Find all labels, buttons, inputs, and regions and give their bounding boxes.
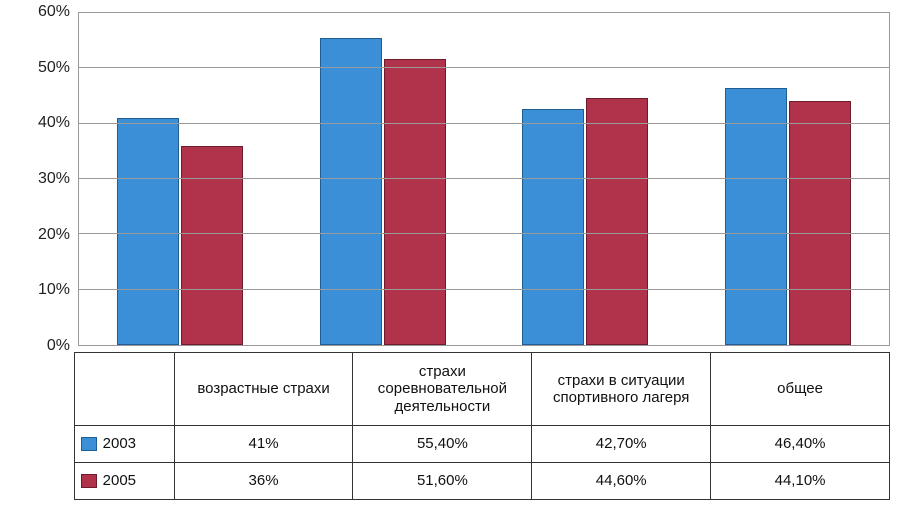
bar [522, 109, 584, 345]
data-cell: 44,10% [711, 463, 890, 500]
data-cell: 42,70% [532, 426, 711, 463]
y-axis: 0%10%20%30%40%50%60% [14, 12, 78, 346]
y-tick-label: 20% [38, 226, 70, 244]
category-header-cell: страхи в ситуации спортивного лагеря [532, 353, 711, 426]
data-cell: 55,40% [353, 426, 532, 463]
bar [725, 88, 787, 345]
bar [117, 118, 179, 345]
category-header-cell: страхи соревновательной деятельности [353, 353, 532, 426]
y-tick-label: 30% [38, 170, 70, 188]
series-name: 2005 [103, 472, 136, 489]
series-name: 2003 [103, 435, 136, 452]
series-name-cell: 2003 [74, 426, 174, 463]
data-table-wrap: возрастные страхистрахи соревновательной… [14, 352, 890, 500]
plot-area [78, 12, 890, 346]
series-name-cell: 2005 [74, 463, 174, 500]
bar-group [282, 13, 485, 345]
bar [320, 38, 382, 345]
table-row: 2003 41%55,40%42,70%46,40% [74, 426, 889, 463]
data-table-body: 200341%55,40%42,70%46,40%200536%51,60%44… [74, 426, 889, 500]
bar [789, 101, 851, 345]
y-tick-label: 40% [38, 114, 70, 132]
data-cell: 44,60% [532, 463, 711, 500]
y-tick-label: 50% [38, 59, 70, 77]
bar [181, 146, 243, 345]
bar-groups [79, 13, 889, 345]
category-header-row: возрастные страхистрахи соревновательной… [74, 353, 889, 426]
data-cell: 41% [174, 426, 353, 463]
bar [586, 98, 648, 345]
bar-group [484, 13, 687, 345]
table-row: 2005 36%51,60%44,60%44,10% [74, 463, 889, 500]
category-header-cell: общее [711, 353, 890, 426]
y-tick-label: 60% [38, 3, 70, 21]
table-corner-cell [74, 353, 174, 426]
data-cell: 51,60% [353, 463, 532, 500]
bar-group [79, 13, 282, 345]
chart-plot-wrap: 0%10%20%30%40%50%60% [14, 12, 890, 346]
y-tick-label: 10% [38, 281, 70, 299]
gridline [79, 178, 889, 179]
data-table: возрастные страхистрахи соревновательной… [74, 352, 890, 500]
gridline [79, 123, 889, 124]
gridline [79, 289, 889, 290]
chart-container: 0%10%20%30%40%50%60% возрастные страхист… [0, 0, 904, 514]
legend-swatch [81, 437, 97, 451]
bar [384, 59, 446, 345]
data-cell: 46,40% [711, 426, 890, 463]
category-header-cell: возрастные страхи [174, 353, 353, 426]
bar-group [687, 13, 890, 345]
data-cell: 36% [174, 463, 353, 500]
gridline [79, 67, 889, 68]
table-gutter [14, 352, 74, 500]
legend-swatch [81, 474, 97, 488]
gridline [79, 233, 889, 234]
